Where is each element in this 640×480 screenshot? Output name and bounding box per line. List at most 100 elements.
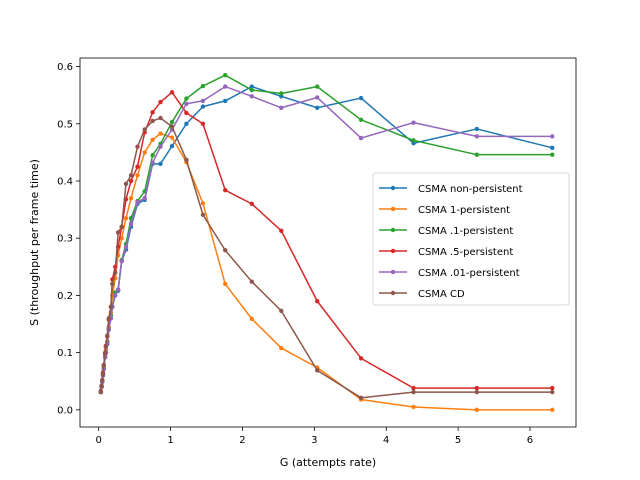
data-point bbox=[550, 152, 555, 157]
data-point bbox=[128, 178, 134, 184]
data-point bbox=[115, 287, 121, 292]
x-tick-label: 0 bbox=[96, 435, 102, 446]
data-point bbox=[249, 94, 254, 99]
legend-label: CSMA non-persistent bbox=[418, 184, 523, 195]
data-point bbox=[150, 110, 155, 115]
data-point bbox=[158, 144, 163, 149]
data-point bbox=[279, 91, 284, 96]
data-point bbox=[474, 389, 479, 395]
data-point bbox=[169, 143, 175, 149]
data-point bbox=[158, 115, 163, 121]
legend-entry: CSMA .01-persistent bbox=[379, 268, 520, 279]
data-point bbox=[113, 293, 118, 298]
data-point bbox=[169, 119, 175, 125]
legend-marker bbox=[390, 227, 396, 233]
data-point bbox=[200, 104, 206, 109]
y-axis: 0.0 0.1 0.2 0.3 0.4 0.5 0.6 bbox=[57, 62, 80, 416]
legend-box bbox=[372, 172, 570, 306]
plot-area bbox=[79, 57, 577, 428]
data-point bbox=[223, 248, 228, 253]
plot-frame bbox=[79, 57, 577, 428]
data-point bbox=[142, 127, 147, 132]
data-point bbox=[550, 389, 555, 395]
x-tick-label: 1 bbox=[167, 435, 173, 446]
x-axis: 0 1 2 3 4 5 6 bbox=[96, 427, 533, 446]
data-point bbox=[315, 368, 320, 373]
data-point bbox=[223, 187, 228, 193]
data-point bbox=[150, 137, 155, 143]
data-point bbox=[223, 281, 228, 287]
y-tick-label: 0.5 bbox=[57, 119, 73, 130]
legend-entry: CSMA 1-persistent bbox=[379, 205, 510, 216]
data-point bbox=[550, 407, 555, 413]
data-point bbox=[315, 95, 320, 100]
data-point bbox=[249, 201, 254, 207]
data-point bbox=[411, 389, 416, 395]
data-point bbox=[279, 345, 284, 351]
x-axis-label: G (attempts rate) bbox=[280, 456, 376, 469]
data-point bbox=[123, 215, 129, 221]
legend-entry: CSMA .1-persistent bbox=[379, 226, 513, 237]
y-tick-label: 0.0 bbox=[57, 405, 73, 416]
data-point bbox=[358, 117, 364, 122]
data-point bbox=[158, 131, 163, 136]
data-point bbox=[184, 101, 189, 106]
data-point bbox=[135, 199, 140, 205]
data-point bbox=[135, 173, 140, 178]
data-point bbox=[184, 96, 189, 101]
data-point bbox=[550, 385, 555, 391]
data-point bbox=[474, 126, 479, 132]
data-point bbox=[110, 281, 115, 287]
data-point bbox=[184, 121, 189, 126]
x-tick-label: 6 bbox=[527, 435, 533, 446]
data-point bbox=[184, 110, 189, 116]
data-point bbox=[150, 118, 155, 124]
x-tick-label: 2 bbox=[239, 435, 245, 446]
data-point bbox=[358, 95, 364, 101]
data-point bbox=[315, 105, 320, 110]
data-point bbox=[150, 153, 155, 158]
data-point bbox=[128, 195, 134, 201]
y-axis-label: S (throughput per frame time) bbox=[28, 159, 41, 326]
data-point bbox=[119, 224, 124, 229]
data-point bbox=[98, 389, 104, 395]
legend-marker bbox=[390, 269, 396, 275]
data-point bbox=[105, 333, 110, 338]
y-tick-label: 0.2 bbox=[57, 291, 73, 302]
data-point bbox=[123, 244, 129, 249]
data-point bbox=[169, 90, 175, 95]
data-point bbox=[100, 371, 106, 376]
data-point bbox=[169, 124, 175, 129]
data-point bbox=[200, 121, 206, 126]
data-point bbox=[411, 385, 416, 391]
data-point bbox=[200, 201, 206, 206]
legend-marker bbox=[390, 290, 396, 296]
legend: CSMA non-persistent CSMA 1-persistent CSMA… bbox=[372, 172, 570, 306]
legend-label: CSMA .1-persistent bbox=[418, 226, 513, 237]
legend-label: CSMA .01-persistent bbox=[418, 268, 520, 279]
data-point bbox=[158, 161, 163, 167]
x-tick-label: 5 bbox=[455, 435, 461, 446]
data-point bbox=[223, 98, 228, 104]
legend-marker bbox=[390, 185, 396, 191]
data-point bbox=[115, 230, 121, 235]
data-point bbox=[249, 316, 254, 322]
data-point bbox=[315, 298, 320, 304]
x-tick-label: 3 bbox=[311, 435, 317, 446]
data-point bbox=[100, 377, 105, 383]
y-tick-label: 0.1 bbox=[57, 348, 73, 359]
data-point bbox=[123, 181, 129, 187]
data-point bbox=[358, 395, 364, 401]
data-point bbox=[108, 304, 114, 310]
data-point bbox=[113, 270, 118, 275]
data-point bbox=[103, 344, 109, 350]
data-point bbox=[184, 157, 189, 163]
data-point bbox=[223, 72, 228, 78]
data-point bbox=[150, 160, 155, 165]
data-point bbox=[358, 135, 364, 141]
legend-label: CSMA CD bbox=[418, 289, 465, 300]
data-point bbox=[249, 87, 254, 93]
y-tick-label: 0.4 bbox=[57, 177, 73, 188]
data-point bbox=[223, 84, 228, 89]
x-tick-label: 4 bbox=[383, 435, 389, 446]
